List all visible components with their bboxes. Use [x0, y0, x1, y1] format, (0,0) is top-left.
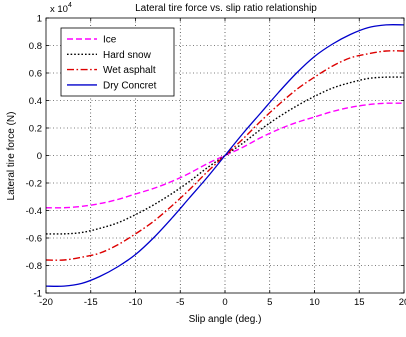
series-line-ice [45, 102, 405, 209]
y-tick-label: 0.4 [29, 96, 42, 107]
x-axis-title: Slip angle (deg.) [189, 314, 262, 325]
x-tick-label: 0 [222, 297, 227, 308]
x-tick-label: -5 [176, 297, 184, 308]
x-tick-label: 15 [354, 297, 365, 308]
legend-label-hard-snow: Hard snow [103, 50, 152, 61]
x-tick-label: 20 [399, 297, 406, 308]
y-tick-label: -1 [34, 289, 42, 300]
y-tick-label: 0.6 [29, 69, 42, 80]
y-tick-label: 0 [37, 151, 42, 162]
legend: Ice Hard snow Wet asphalt Dry Concret [60, 27, 175, 97]
x-tick-label: 5 [267, 297, 272, 308]
legend-label-ice: Ice [103, 35, 117, 46]
legend-label-wet-asphalt: Wet asphalt [103, 65, 156, 76]
y-tick-label: 1 [37, 14, 42, 25]
chart-title: Lateral tire force vs. slip ratio relati… [135, 3, 317, 14]
series-layer [45, 24, 405, 287]
y-multiplier: x 10 4 [50, 2, 72, 15]
y-tick-label: 0.2 [29, 124, 42, 135]
x-tick-label: -20 [39, 297, 53, 308]
y-tick-label: 0.8 [29, 41, 42, 52]
y-tick-label: -0.6 [26, 234, 42, 245]
x-tick-label: 10 [309, 297, 320, 308]
ticks: -20 -15 -10 -5 0 5 10 15 20 -1 -0.8 -0.6 -0.4 -0.2 0 0.… [26, 14, 406, 309]
x-tick-label: -10 [129, 297, 143, 308]
y-tick-label: -0.4 [26, 206, 42, 217]
x-tick-label: -15 [84, 297, 98, 308]
y-tick-label: -0.8 [26, 261, 42, 272]
y-axis-title: Lateral tire force (N) [6, 112, 17, 201]
y-tick-label: -0.2 [26, 179, 42, 190]
y-multiplier-exponent: 4 [68, 2, 72, 9]
legend-label-dry-concret: Dry Concret [103, 80, 157, 91]
series-line-dry-concret [45, 24, 405, 287]
y-multiplier-base: x 10 [50, 4, 68, 15]
